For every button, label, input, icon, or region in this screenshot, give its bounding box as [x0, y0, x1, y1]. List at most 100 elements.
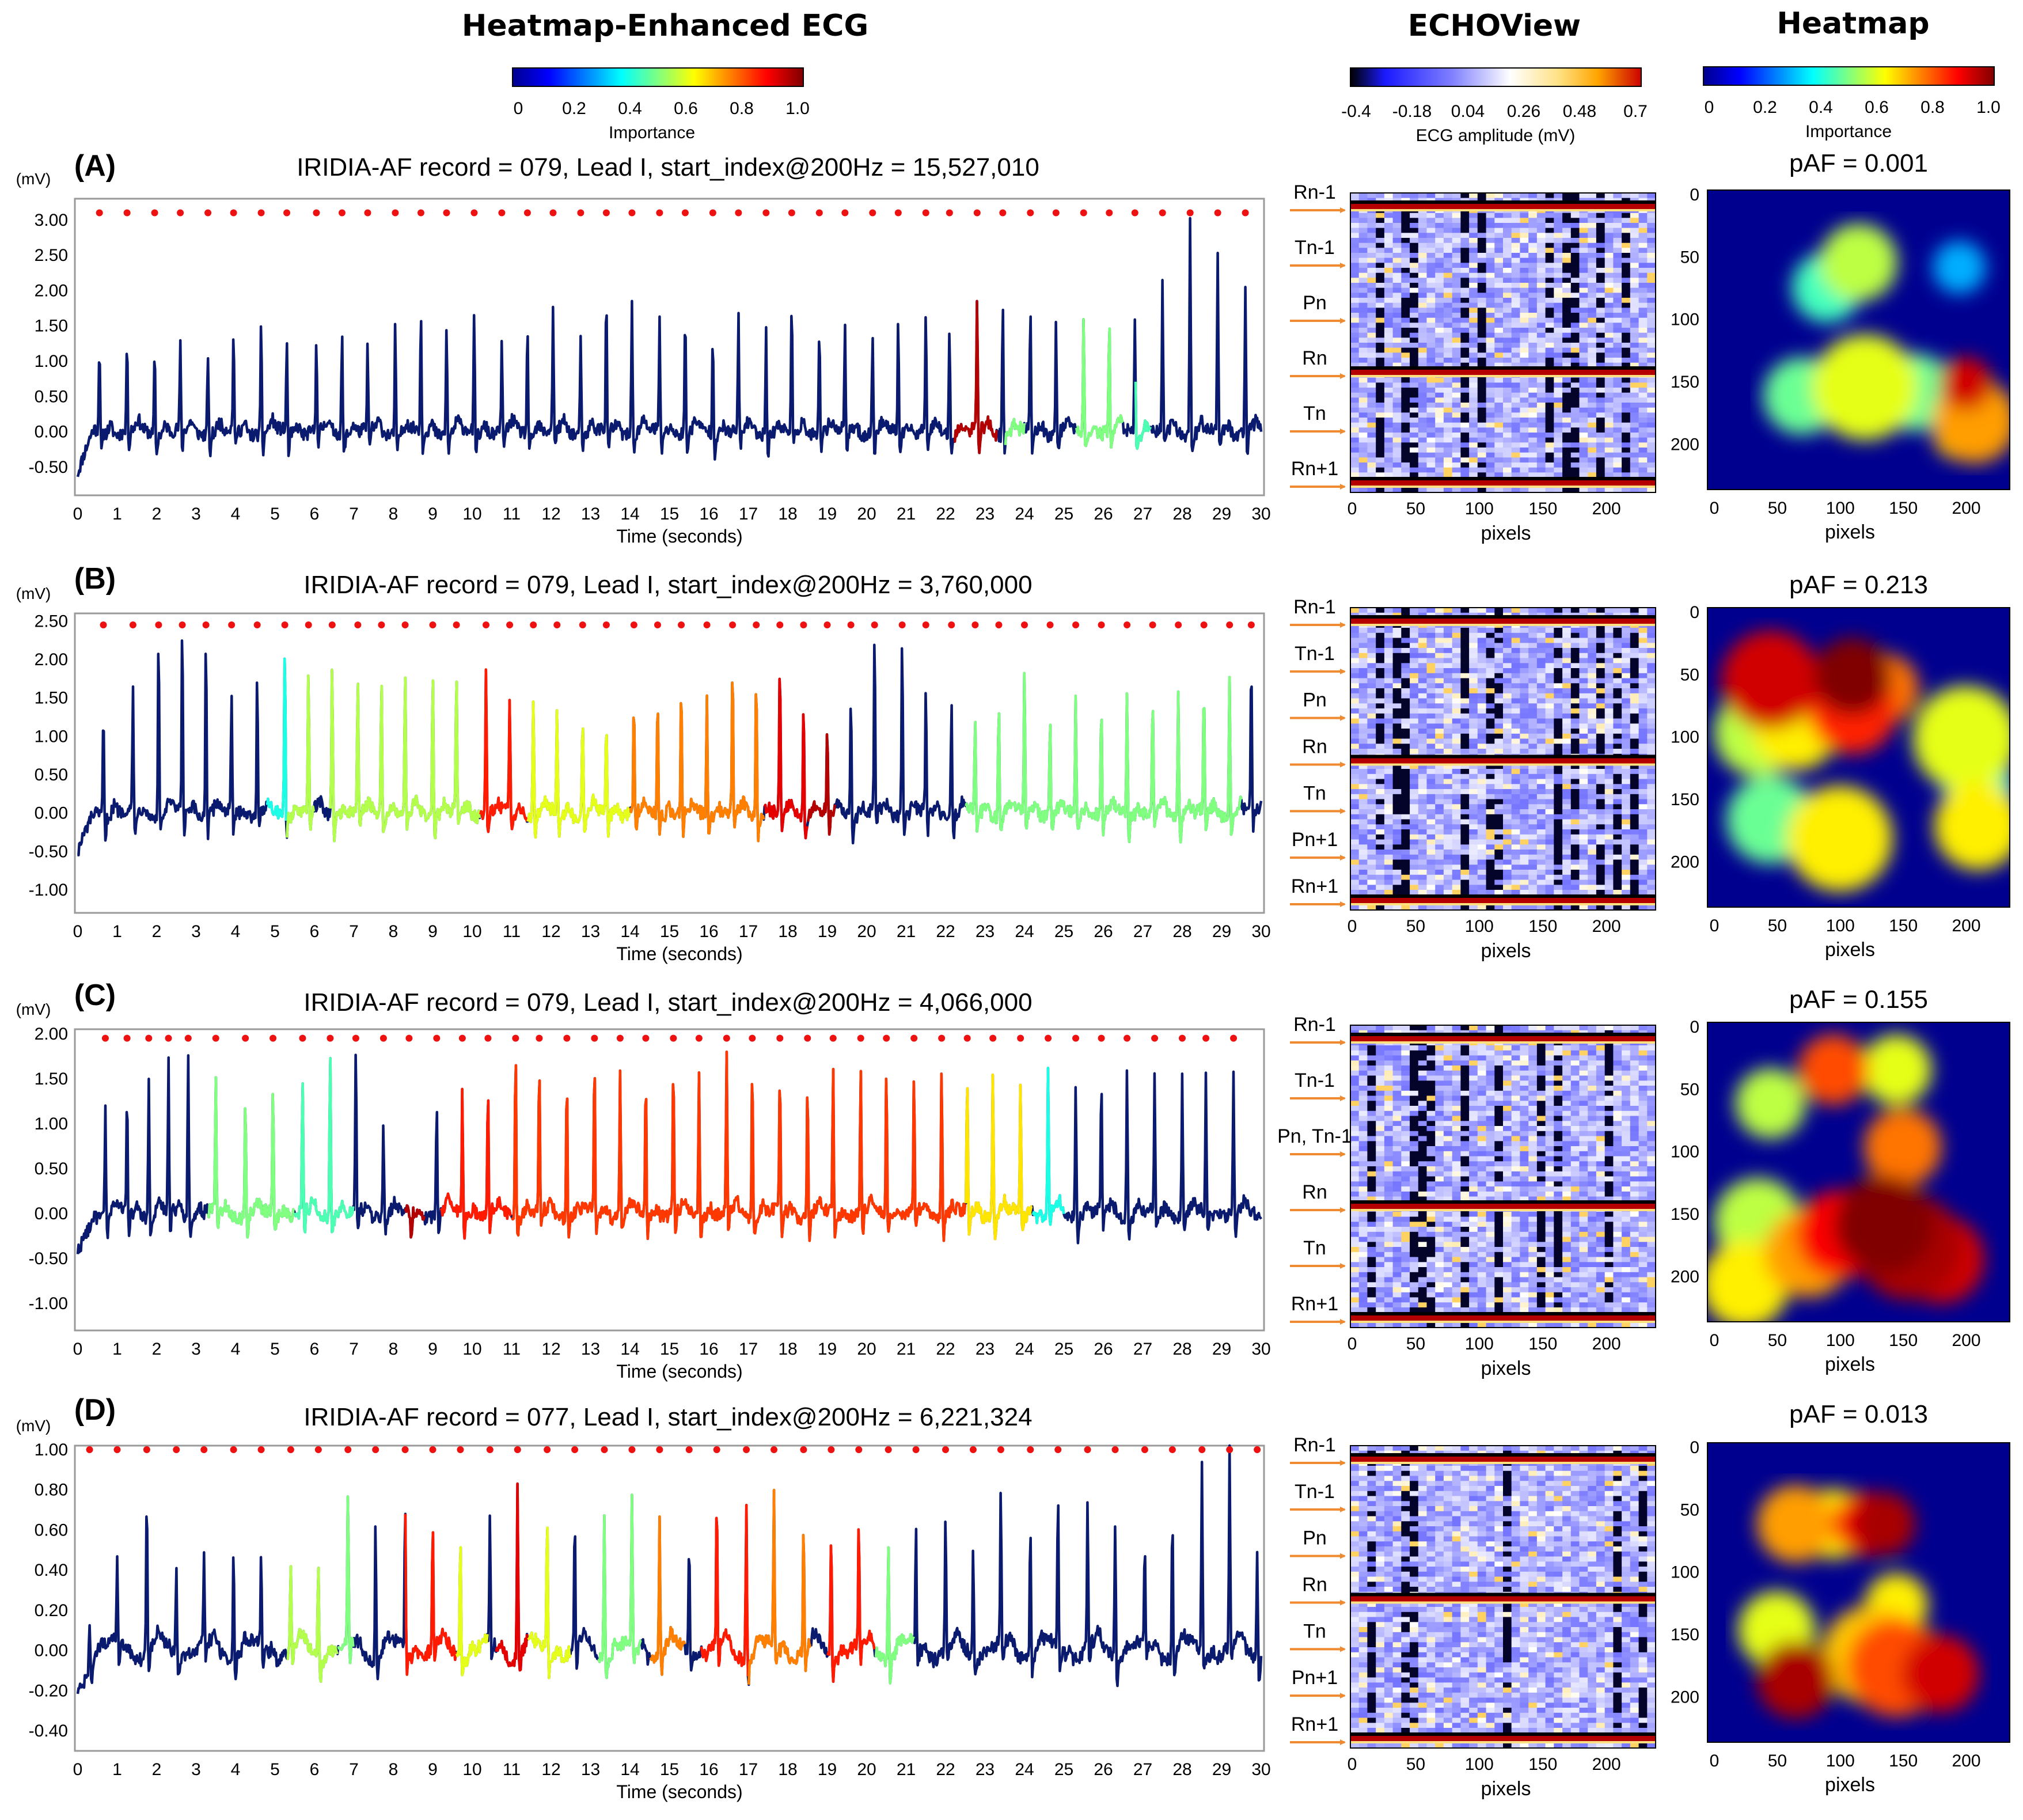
echoview-cell	[1477, 257, 1487, 263]
x-tick-label: 10	[462, 922, 481, 941]
echoview-cell	[1630, 749, 1639, 754]
echoview-cell	[1647, 824, 1656, 830]
echoview-cell	[1511, 850, 1520, 855]
echoview-cell	[1570, 487, 1580, 493]
echoview-cell	[1384, 338, 1394, 343]
echoview-cell	[1554, 738, 1563, 744]
echoview-cell	[1435, 839, 1444, 845]
echoview-cell	[1562, 462, 1572, 468]
echoview-cell	[1350, 377, 1360, 383]
echoview-cell	[1376, 382, 1385, 388]
echoview-cell	[1384, 643, 1394, 649]
echoview-cell	[1443, 433, 1453, 438]
echoview-cell	[1494, 392, 1504, 398]
echoview-cell	[1588, 323, 1597, 328]
echoview-cell	[1367, 332, 1376, 338]
echoview-cell	[1443, 412, 1453, 418]
echoview-cell	[1503, 879, 1512, 885]
echoview-cell	[1418, 829, 1428, 835]
echoview-cell	[1426, 213, 1436, 218]
echoview-cell	[1630, 688, 1639, 694]
echoview-cell	[1511, 382, 1520, 388]
echoview-cell	[1638, 608, 1648, 613]
echoview-cell	[1596, 628, 1606, 634]
echoview-cell	[1410, 437, 1419, 443]
ecg-importance-segment	[510, 1050, 967, 1242]
echoview-cell	[1477, 268, 1487, 274]
echoview-cell	[1520, 323, 1529, 328]
echoview-cell	[1392, 632, 1402, 639]
echoview-cell	[1604, 433, 1614, 438]
echoview-cell	[1486, 467, 1495, 473]
echoview-cell	[1638, 487, 1648, 493]
heatmap-y-tick: 100	[1671, 728, 1699, 747]
r-peak-dot	[100, 621, 107, 628]
echoview-cell	[1367, 638, 1376, 643]
echoview-cell	[1410, 448, 1419, 453]
echoview-cell	[1469, 678, 1478, 684]
echoview-cell	[1486, 422, 1495, 428]
echoview-cell	[1647, 302, 1656, 308]
x-tick-label: 7	[349, 1340, 359, 1359]
echoview-cell	[1570, 678, 1580, 684]
echoview-cell	[1638, 733, 1648, 740]
echoview-cell	[1638, 422, 1648, 428]
echoview-cell	[1596, 850, 1606, 855]
echoview-cell	[1579, 764, 1588, 769]
echoview-cell	[1494, 437, 1504, 443]
echoview-cell	[1418, 283, 1428, 289]
echoview-cell	[1588, 850, 1597, 855]
echoview-cell	[1358, 738, 1368, 744]
echoview-cell	[1536, 218, 1546, 223]
echoview-cell	[1638, 663, 1648, 669]
echoview-x-tick: 200	[1592, 499, 1621, 518]
echoview-cell	[1596, 268, 1606, 274]
echoview-cell	[1511, 308, 1520, 313]
echoview-cell	[1570, 263, 1580, 268]
echoview-cell	[1486, 332, 1495, 338]
x-tick-label: 29	[1212, 1340, 1231, 1359]
echoview-cell	[1367, 1146, 1376, 1152]
header-heatmap: Heatmap	[1777, 6, 1929, 41]
echoview-cell	[1367, 1171, 1376, 1177]
echoview-cell	[1401, 678, 1410, 684]
echoview-cell	[1418, 407, 1428, 413]
echoview-cell	[1545, 462, 1554, 468]
echoview-cell	[1520, 248, 1529, 253]
echoview-cell	[1622, 839, 1631, 845]
echoview-cell	[1367, 774, 1376, 780]
echoview-cell	[1520, 227, 1529, 233]
echoview-cell	[1358, 272, 1368, 278]
echoview-cell	[1579, 729, 1588, 734]
echoview-cell	[1570, 238, 1580, 244]
echoview-cell	[1622, 643, 1631, 649]
echoview-cell	[1503, 338, 1512, 343]
echoview-cell	[1469, 733, 1478, 740]
echoview-cell	[1545, 829, 1554, 835]
echoview-cell	[1638, 779, 1648, 784]
echoview-cell	[1588, 422, 1597, 428]
echoview-cell	[1545, 407, 1554, 413]
echoview-r-band-edge	[1350, 763, 1656, 766]
ecg-trace	[76, 217, 1263, 477]
echoview-cell	[1511, 293, 1520, 298]
colorbar-tick-label: 0.2	[1753, 98, 1777, 117]
echoview-cell	[1426, 343, 1436, 348]
echoview-cell	[1536, 708, 1546, 714]
echoview-cell	[1384, 343, 1394, 348]
echoview-cell	[1426, 403, 1436, 408]
echoview-cell	[1392, 213, 1402, 218]
echoview-cell	[1494, 422, 1504, 428]
echoview-cell	[1452, 844, 1461, 850]
echoview-cell	[1426, 462, 1436, 468]
echoview-cell	[1418, 632, 1428, 639]
echoview-cell	[1536, 885, 1546, 890]
echoview-cell	[1452, 287, 1461, 293]
echoview-cell	[1554, 233, 1563, 238]
echoview-cell	[1596, 749, 1606, 754]
echoview-cell	[1511, 433, 1520, 438]
echoview-cell	[1554, 343, 1563, 348]
echoview-cell	[1511, 362, 1520, 368]
echoview-cell	[1613, 859, 1622, 865]
echoview-cell	[1554, 859, 1563, 865]
